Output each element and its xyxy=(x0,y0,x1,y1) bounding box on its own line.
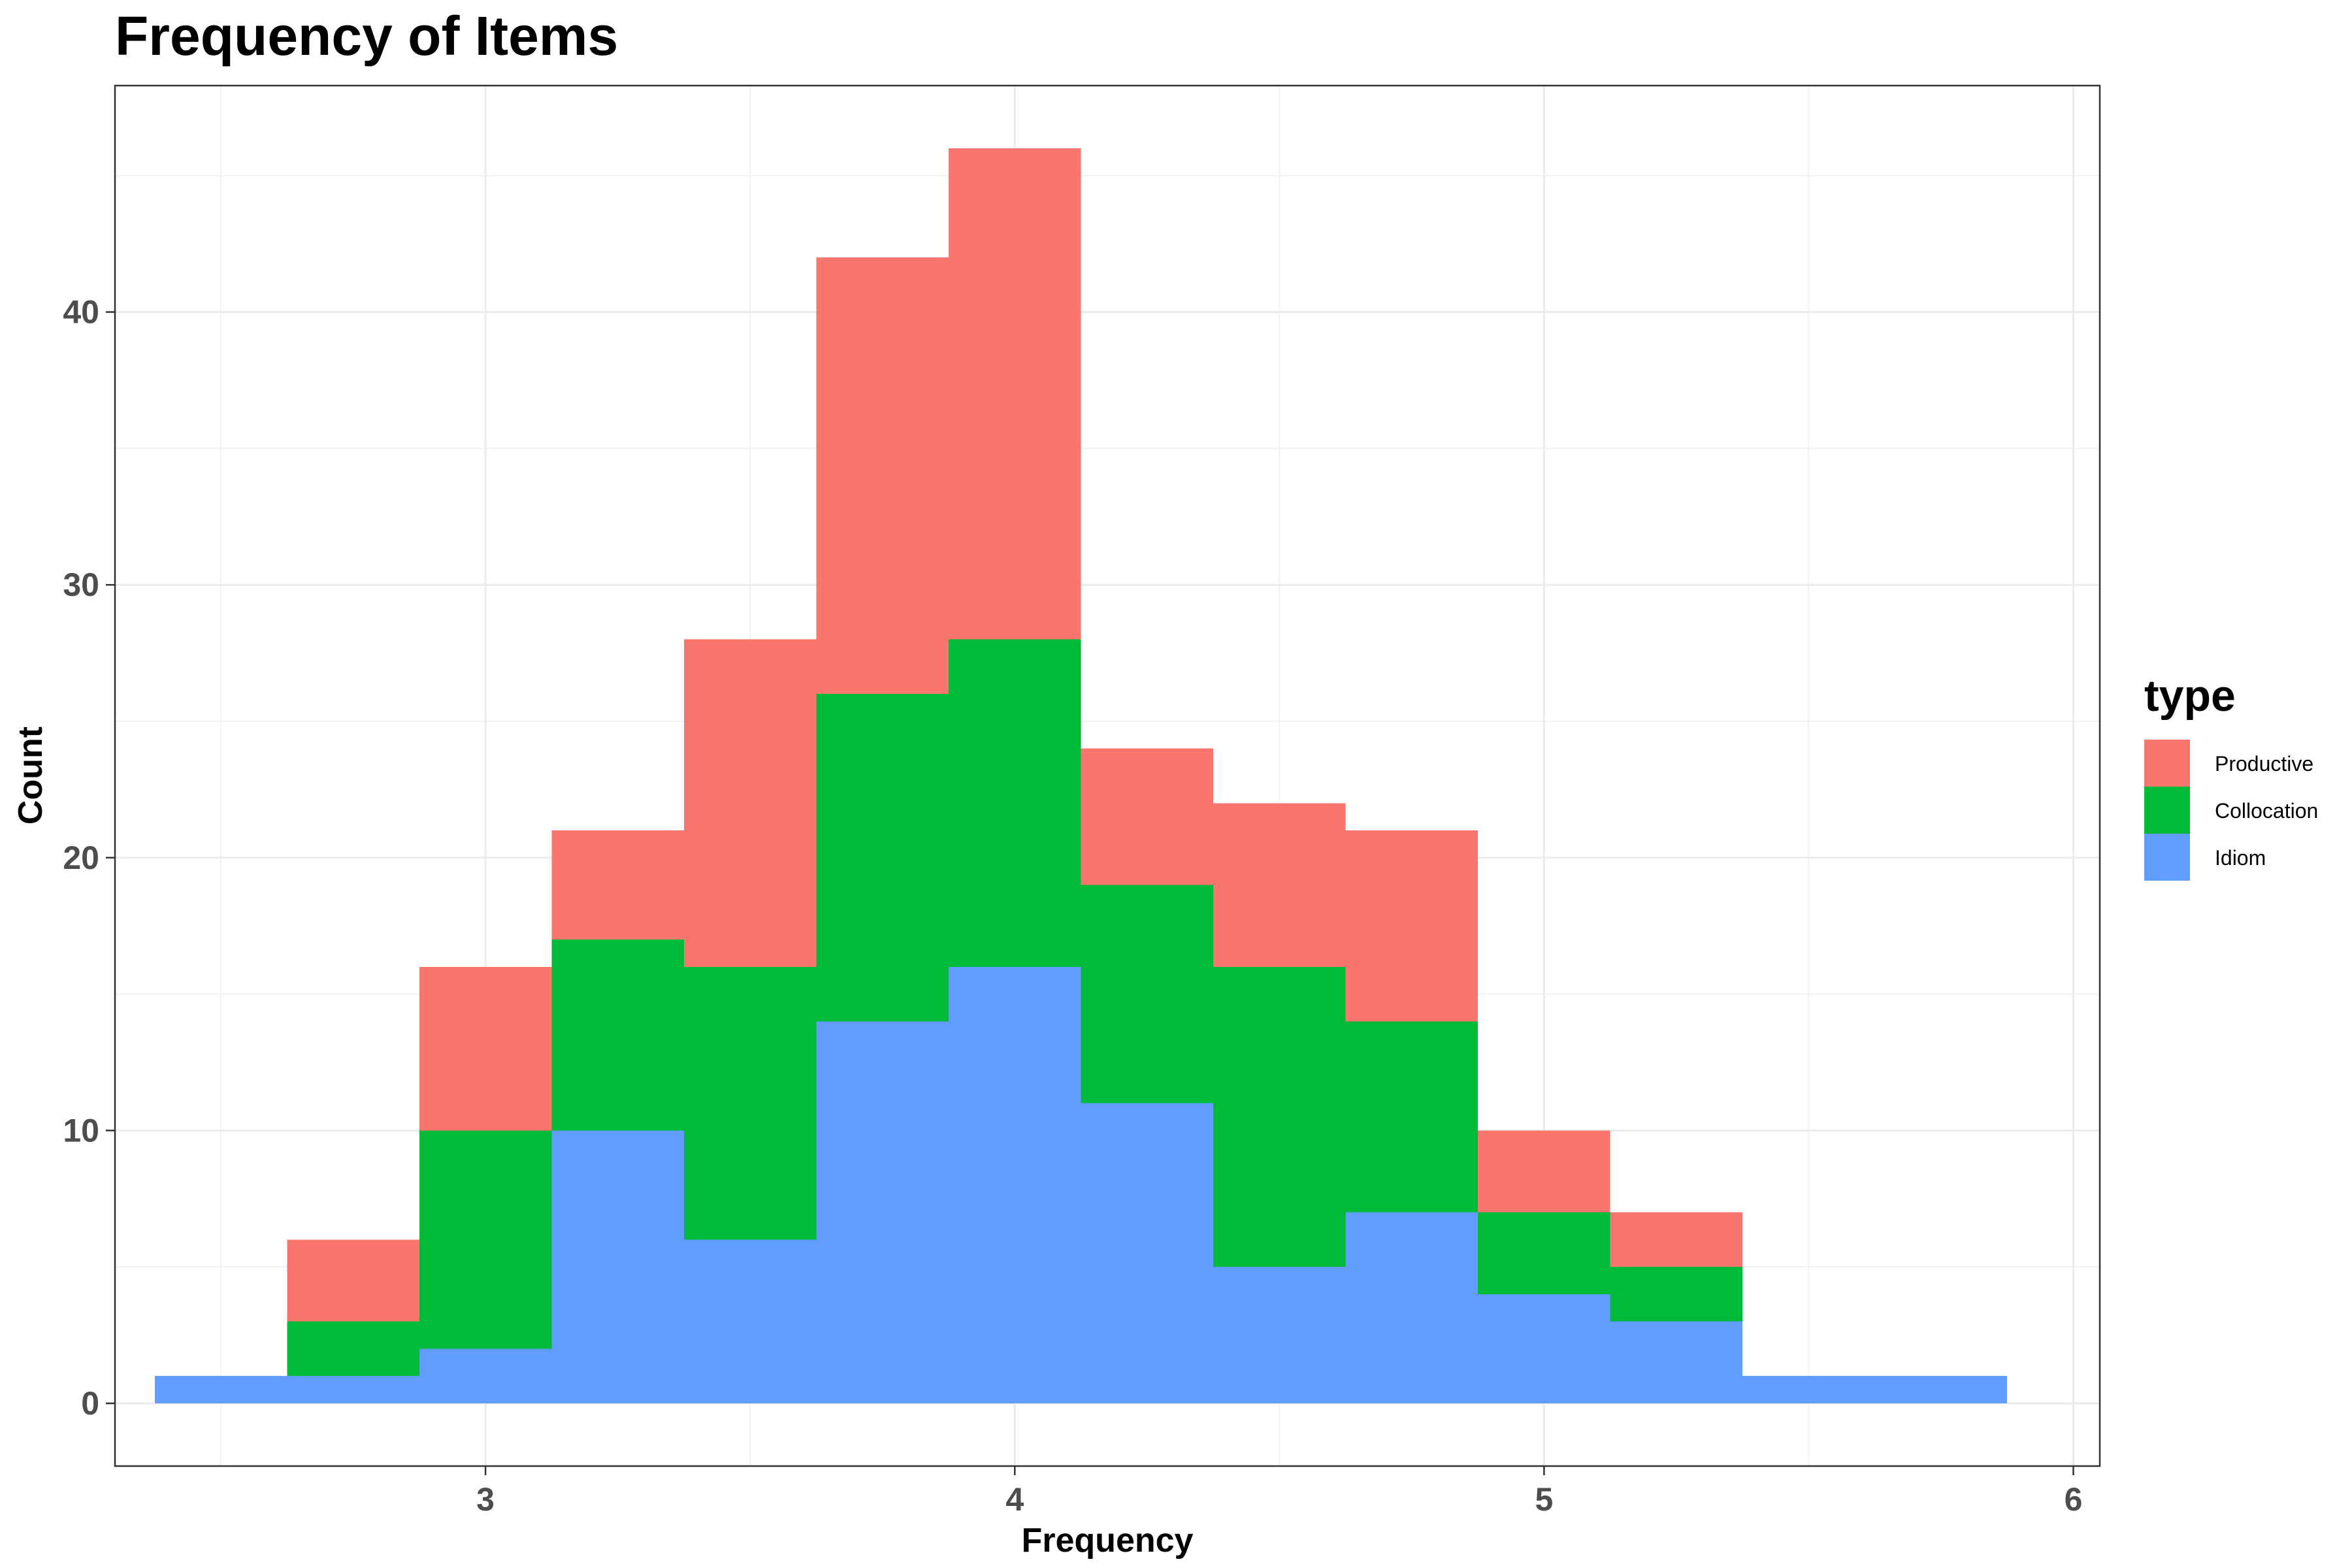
legend-label-collocation: Collocation xyxy=(2215,799,2318,823)
bar-idiom xyxy=(287,1376,419,1403)
bar-idiom xyxy=(948,966,1081,1403)
bar-idiom xyxy=(1610,1321,1743,1403)
bar-collocation xyxy=(287,1321,419,1377)
bar-idiom xyxy=(816,1021,949,1403)
histogram-bars xyxy=(154,148,2008,1403)
bar-collocation xyxy=(948,639,1081,967)
bar-collocation xyxy=(1081,885,1214,1103)
bar-collocation xyxy=(683,966,817,1240)
bar-productive xyxy=(1081,748,1214,885)
bar-idiom xyxy=(1874,1376,2008,1403)
x-tick-label: 4 xyxy=(1005,1481,1024,1518)
bar-collocation xyxy=(1345,1021,1478,1213)
y-tick-label: 20 xyxy=(63,840,99,876)
bar-productive xyxy=(1610,1212,1743,1267)
bar-productive xyxy=(551,830,684,940)
legend-label-idiom: Idiom xyxy=(2215,846,2266,870)
bar-collocation xyxy=(1478,1212,1610,1294)
bar-idiom xyxy=(551,1130,684,1403)
bar-collocation xyxy=(816,694,949,1022)
bar-productive xyxy=(816,257,949,694)
bar-idiom xyxy=(1478,1294,1610,1403)
y-tick-label: 0 xyxy=(81,1385,99,1422)
bar-collocation xyxy=(419,1130,552,1349)
legend: Productive Collocation Idiom xyxy=(2144,740,2318,881)
bar-collocation xyxy=(1610,1267,1743,1322)
plot-panel-border xyxy=(114,84,2101,1467)
bar-productive xyxy=(287,1239,419,1322)
bar-productive xyxy=(419,966,552,1131)
bar-productive xyxy=(683,639,817,967)
y-axis-ticks: 0 10 20 30 40 xyxy=(63,294,115,1422)
legend-key-idiom xyxy=(2144,834,2190,881)
bar-productive xyxy=(948,148,1081,640)
x-tick-label: 5 xyxy=(1535,1481,1553,1518)
y-tick-label: 30 xyxy=(63,566,99,603)
bar-idiom xyxy=(1213,1267,1346,1403)
bar-idiom xyxy=(154,1376,287,1403)
x-tick-label: 3 xyxy=(476,1481,495,1518)
chart-title: Frequency of Items xyxy=(115,5,618,67)
legend-key-collocation xyxy=(2144,787,2190,834)
x-tick-label: 6 xyxy=(2065,1481,2083,1518)
bar-collocation xyxy=(1213,966,1346,1267)
bar-productive xyxy=(1213,803,1346,967)
bar-idiom xyxy=(1742,1376,1875,1403)
x-axis-ticks: 3 4 5 6 xyxy=(476,1466,2082,1518)
bar-idiom xyxy=(1345,1212,1478,1403)
legend-label-productive: Productive xyxy=(2215,752,2313,776)
x-axis-title: Frequency xyxy=(1022,1522,1194,1560)
bar-productive xyxy=(1345,830,1478,1022)
bar-idiom xyxy=(1081,1103,1214,1403)
bar-idiom xyxy=(419,1348,552,1403)
y-axis-title: Count xyxy=(12,727,50,825)
legend-title: type xyxy=(2144,671,2236,721)
legend-key-productive xyxy=(2144,740,2190,787)
bar-productive xyxy=(1478,1130,1610,1213)
y-tick-label: 10 xyxy=(63,1112,99,1149)
y-tick-label: 40 xyxy=(63,294,99,331)
bar-collocation xyxy=(551,939,684,1131)
bar-idiom xyxy=(683,1239,817,1403)
